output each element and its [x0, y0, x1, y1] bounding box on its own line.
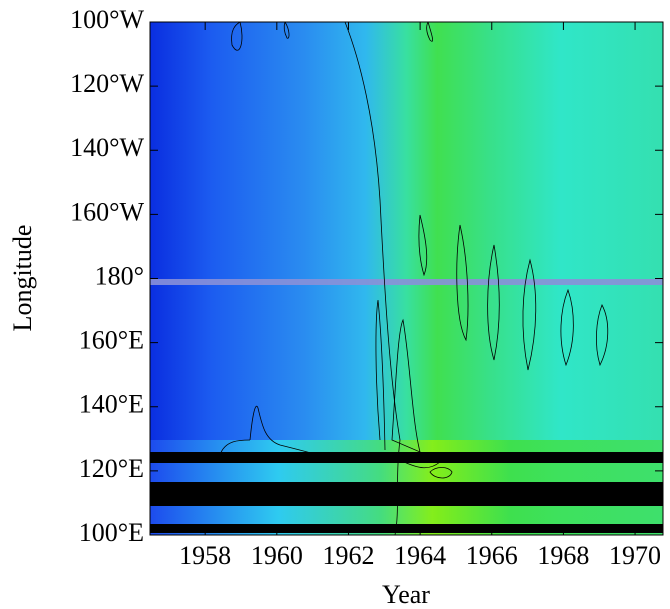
y-tick-label: 100°E: [79, 518, 144, 547]
y-tick-label: 140°W: [70, 133, 144, 162]
y-tick-label: 120°E: [79, 454, 144, 483]
y-tick-label: 120°W: [70, 69, 144, 98]
x-axis-label: Year: [382, 580, 430, 609]
x-tick-label: 1960: [251, 541, 303, 570]
y-axis-label: Longitude: [8, 225, 37, 332]
x-tick-label: 1966: [466, 541, 518, 570]
x-tick-label: 1962: [322, 541, 374, 570]
y-tick-label: 100°W: [70, 5, 144, 34]
y-tick-label: 160°E: [79, 326, 144, 355]
y-tick-label: 140°E: [79, 390, 144, 419]
x-tick-label: 1958: [179, 541, 231, 570]
contours: [219, 21, 609, 536]
x-tick-label: 1968: [537, 541, 589, 570]
x-tick-label: 1964: [394, 541, 446, 570]
field: [150, 22, 663, 535]
x-tick-label: 1970: [609, 541, 661, 570]
y-tick-label: 180°: [95, 261, 144, 290]
y-tick-label: 160°W: [70, 197, 144, 226]
